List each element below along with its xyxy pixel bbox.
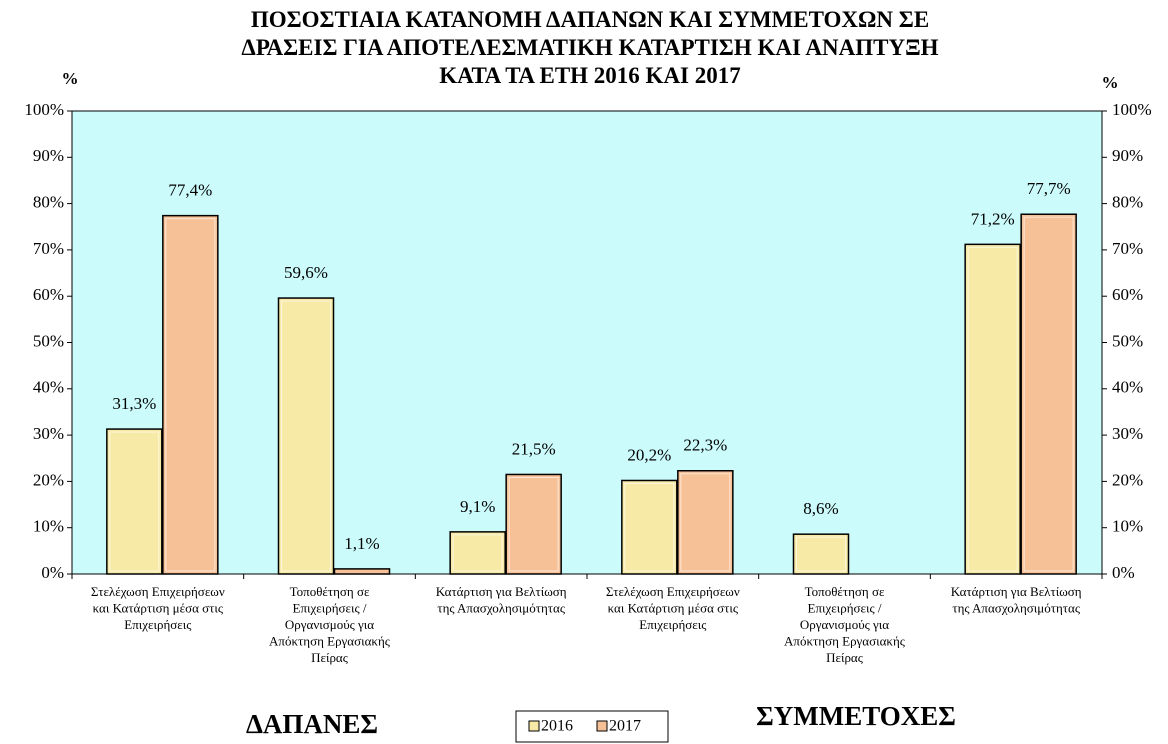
data-label: 8,6% (803, 499, 838, 518)
group-label: ΔΑΠΑΝΕΣ (246, 709, 378, 739)
y-tick-label: 100% (24, 100, 64, 119)
y2-tick-label: 40% (1112, 378, 1143, 397)
bar (964, 243, 1021, 575)
bar (677, 470, 734, 575)
data-label: 71,2% (971, 209, 1015, 228)
data-label: 21,5% (512, 439, 556, 458)
legend-box (515, 710, 669, 743)
y2-tick-label: 70% (1112, 239, 1143, 258)
data-label: 77,7% (1027, 179, 1071, 198)
y-tick-label: 20% (33, 470, 64, 489)
x-tick-label: Κατάρτιση για Βελτίωση της Απασχολησιμότη… (436, 584, 567, 616)
data-label: 9,1% (460, 497, 495, 516)
y-tick-label: 50% (33, 331, 64, 350)
bar-bevel (680, 473, 731, 572)
bar (1020, 213, 1077, 575)
data-label: 20,2% (627, 445, 671, 464)
bar (621, 479, 678, 575)
bar-bevel (109, 431, 160, 572)
x-tick-label: Στελέχωση Επιχειρήσεων και Κατάρτιση μέσα… (91, 584, 225, 632)
x-tick-label: Κατάρτιση για Βελτίωση της Απασχολησιμότη… (951, 584, 1082, 616)
data-label: 1,1% (344, 534, 379, 553)
bar-bevel (1023, 216, 1074, 572)
y-tick-label: 10% (33, 517, 64, 536)
data-label: 77,4% (168, 181, 212, 200)
bar-bevel (165, 218, 216, 572)
data-label: 22,3% (683, 436, 727, 455)
bar (106, 428, 163, 575)
legend-label: 2016 (541, 718, 573, 735)
bar (792, 533, 850, 575)
y-tick-label: 60% (33, 285, 64, 304)
x-tick-label: Τοποθέτηση σε Επιχειρήσεις / Οργανισμούς γ… (784, 584, 906, 665)
y2-axis-label: % (1102, 73, 1119, 92)
y2-tick-label: 90% (1112, 146, 1143, 165)
y-tick-label: 0% (41, 563, 64, 582)
legend-swatch (596, 720, 608, 732)
bar (449, 531, 506, 575)
y-tick-label: 80% (33, 193, 64, 212)
bar-bevel (508, 476, 559, 572)
bar (333, 568, 391, 575)
bar-bevel (967, 246, 1018, 572)
bar-bevel (624, 482, 675, 572)
data-label: 31,3% (112, 394, 156, 413)
bar-bevel (281, 300, 331, 572)
y-axis-label: % (62, 69, 79, 88)
bar (162, 214, 219, 575)
bar (505, 473, 562, 575)
legend-label: 2017 (609, 718, 641, 735)
y2-tick-label: 80% (1112, 193, 1143, 212)
data-label: 59,6% (284, 263, 328, 282)
x-tick-label: Τοποθέτηση σε Επιχειρήσεις / Οργανισμούς γ… (269, 584, 391, 665)
bar-bevel (452, 534, 503, 572)
plot-area (71, 110, 1103, 575)
y2-tick-label: 100% (1112, 100, 1152, 119)
y2-tick-label: 60% (1112, 285, 1143, 304)
y2-tick-label: 50% (1112, 331, 1143, 350)
y-tick-label: 30% (33, 424, 64, 443)
group-label: ΣΥΜΜΕΤΟΧΕΣ (756, 701, 956, 731)
y2-tick-label: 30% (1112, 424, 1143, 443)
y2-tick-label: 0% (1112, 563, 1135, 582)
legend-swatch (528, 720, 540, 732)
y2-tick-label: 20% (1112, 470, 1143, 489)
chart-title: ΠΟΣΟΣΤΙΑΙΑ ΚΑΤΑΝΟΜΗ ΔΑΠΑΝΩΝ ΚΑΙ ΣΥΜΜΕΤΟΧ… (241, 7, 938, 88)
y-tick-label: 70% (33, 239, 64, 258)
x-tick-label: Στελέχωση Επιχειρήσεων και Κατάρτιση μέσα… (606, 584, 740, 632)
y2-tick-label: 10% (1112, 517, 1143, 536)
y-tick-label: 40% (33, 378, 64, 397)
bar-bevel (796, 536, 846, 572)
bar (277, 297, 335, 575)
y-tick-label: 90% (33, 146, 64, 165)
